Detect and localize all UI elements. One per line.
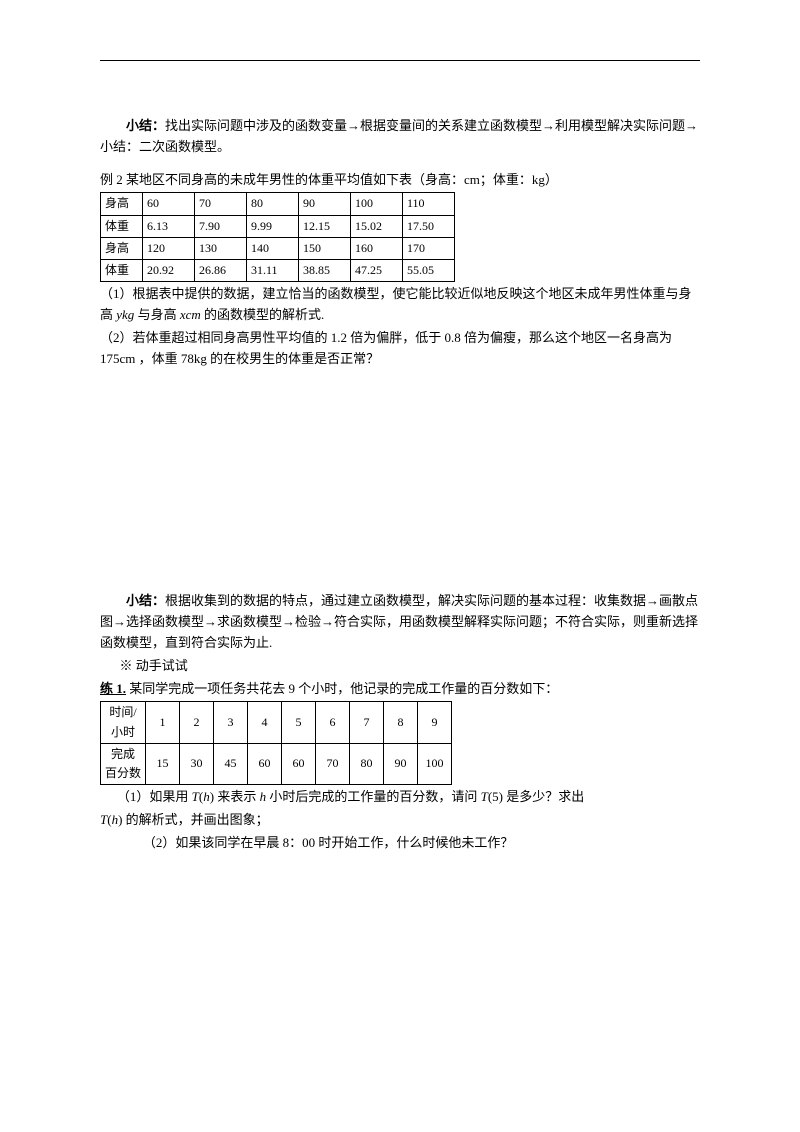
table-row: 身高 60 70 80 90 100 110 — [101, 193, 455, 215]
tryit-label: ※ 动手试试 — [100, 656, 700, 677]
practice-1-table: 时间/小时 1 2 3 4 5 6 7 8 9 完成百分数 15 30 45 6… — [100, 701, 452, 785]
table-cell: 26.86 — [195, 259, 247, 281]
table-row: 体重 6.13 7.90 9.99 12.15 15.02 17.50 — [101, 215, 455, 237]
table-cell: 15 — [146, 743, 180, 784]
table-cell: 体重 — [101, 215, 143, 237]
var-h: h — [203, 789, 210, 804]
table-cell: 90 — [384, 743, 418, 784]
table-cell: 6.13 — [143, 215, 195, 237]
table-cell: 2 — [180, 702, 214, 743]
q1-mid: 与身高 — [134, 307, 180, 322]
table-cell: 47.25 — [351, 259, 403, 281]
table-cell: 70 — [195, 193, 247, 215]
table-cell: 100 — [351, 193, 403, 215]
table-cell: 170 — [403, 237, 455, 259]
summary-1-text: 找出实际问题中涉及的函数变量→根据变量间的关系建立函数模型→利用模型解决实际问题… — [100, 118, 698, 154]
table-cell: 150 — [299, 237, 351, 259]
table-row: 体重 20.92 26.86 31.11 38.85 47.25 55.05 — [101, 259, 455, 281]
practice-1-prefix: 练 1. — [100, 681, 126, 696]
summary-2: 小结：根据收集到的数据的特点，通过建立函数模型，解决实际问题的基本过程：收集数据… — [100, 591, 700, 653]
summary-2-label: 小结： — [126, 593, 165, 608]
table-cell: 55.05 — [403, 259, 455, 281]
table-cell: 60 — [282, 743, 316, 784]
horizontal-rule — [100, 60, 700, 61]
table-cell: 38.85 — [299, 259, 351, 281]
var-T3: T — [100, 812, 107, 827]
table-cell: 140 — [247, 237, 299, 259]
table-cell: 8 — [384, 702, 418, 743]
table-cell: 6 — [316, 702, 350, 743]
q1-a: （1）如果用 — [117, 789, 192, 804]
cell-text: 完成百分数 — [105, 747, 141, 780]
var-T: T — [192, 789, 199, 804]
example-2-q1: （1）根据表中提供的数据，建立恰当的函数模型，使它能比较近似地反映这个地区未成年… — [100, 284, 700, 326]
q1-var1: ykg — [116, 307, 134, 322]
table-cell: 完成百分数 — [101, 743, 146, 784]
table-cell: 130 — [195, 237, 247, 259]
practice-1-q1-line2: T(h) 的解析式，并画出图象； — [100, 810, 700, 831]
q1-b: 来表示 — [214, 789, 260, 804]
table-cell: 80 — [247, 193, 299, 215]
table-row: 完成百分数 15 30 45 60 60 70 80 90 100 — [101, 743, 452, 784]
table-cell: 17.50 — [403, 215, 455, 237]
table-row: 时间/小时 1 2 3 4 5 6 7 8 9 — [101, 702, 452, 743]
var-T2: T — [481, 789, 488, 804]
practice-1-q2: （2）如果该同学在早晨 8：00 时开始工作，什么时候他未工作？ — [117, 833, 700, 854]
table-cell: 体重 — [101, 259, 143, 281]
table-row: 身高 120 130 140 150 160 170 — [101, 237, 455, 259]
q1-suffix: 的函数模型的解析式. — [201, 307, 325, 322]
table-cell: 12.15 — [299, 215, 351, 237]
table-cell: 7 — [350, 702, 384, 743]
table-cell: 45 — [214, 743, 248, 784]
table-cell: 4 — [248, 702, 282, 743]
table-cell: 5 — [282, 702, 316, 743]
var-h3: h — [112, 812, 119, 827]
table-cell: 3 — [214, 702, 248, 743]
table-cell: 30 — [180, 743, 214, 784]
table-cell: 时间/小时 — [101, 702, 146, 743]
summary-1: 小结：找出实际问题中涉及的函数变量→根据变量间的关系建立函数模型→利用模型解决实… — [100, 116, 700, 158]
table-cell: 20.92 — [143, 259, 195, 281]
q1-var2: xcm — [180, 307, 201, 322]
summary-1-label: 小结： — [126, 118, 165, 133]
spacer — [100, 371, 700, 591]
example-2-q2: （2）若体重超过相同身高男性平均值的 1.2 倍为偏胖，低于 0.8 倍为偏瘦，… — [100, 328, 700, 370]
table-cell: 60 — [143, 193, 195, 215]
table-cell: 120 — [143, 237, 195, 259]
q1-d: (5) 是多少？求出 — [488, 789, 584, 804]
table-cell: 31.11 — [247, 259, 299, 281]
table-cell: 70 — [316, 743, 350, 784]
example-2-table: 身高 60 70 80 90 100 110 体重 6.13 7.90 9.99… — [100, 192, 455, 282]
summary-2-text: 根据收集到的数据的特点，通过建立函数模型，解决实际问题的基本过程：收集数据→画散… — [100, 593, 698, 650]
table-cell: 160 — [351, 237, 403, 259]
practice-1-title: 练 1. 某同学完成一项任务共花去 9 个小时，他记录的完成工作量的百分数如下： — [100, 679, 700, 700]
table-cell: 60 — [248, 743, 282, 784]
table-cell: 身高 — [101, 193, 143, 215]
table-cell: 9.99 — [247, 215, 299, 237]
table-cell: 110 — [403, 193, 455, 215]
table-cell: 身高 — [101, 237, 143, 259]
table-cell: 9 — [418, 702, 452, 743]
table-cell: 90 — [299, 193, 351, 215]
table-cell: 15.02 — [351, 215, 403, 237]
practice-1-text: 某同学完成一项任务共花去 9 个小时，他记录的完成工作量的百分数如下： — [126, 681, 558, 696]
cell-text: 时间/小时 — [109, 705, 136, 738]
table-cell: 7.90 — [195, 215, 247, 237]
example-2-title: 例 2 某地区不同身高的未成年男性的体重平均值如下表（身高：cm；体重：kg） — [100, 170, 700, 191]
q1-c: 小时后完成的工作量的百分数，请问 — [266, 789, 481, 804]
practice-1-q1-line1: （1）如果用 T(h) 来表示 h 小时后完成的工作量的百分数，请问 T(5) … — [100, 787, 700, 808]
q1-e: 的解析式，并画出图象； — [122, 812, 268, 827]
table-cell: 100 — [418, 743, 452, 784]
table-cell: 1 — [146, 702, 180, 743]
table-cell: 80 — [350, 743, 384, 784]
